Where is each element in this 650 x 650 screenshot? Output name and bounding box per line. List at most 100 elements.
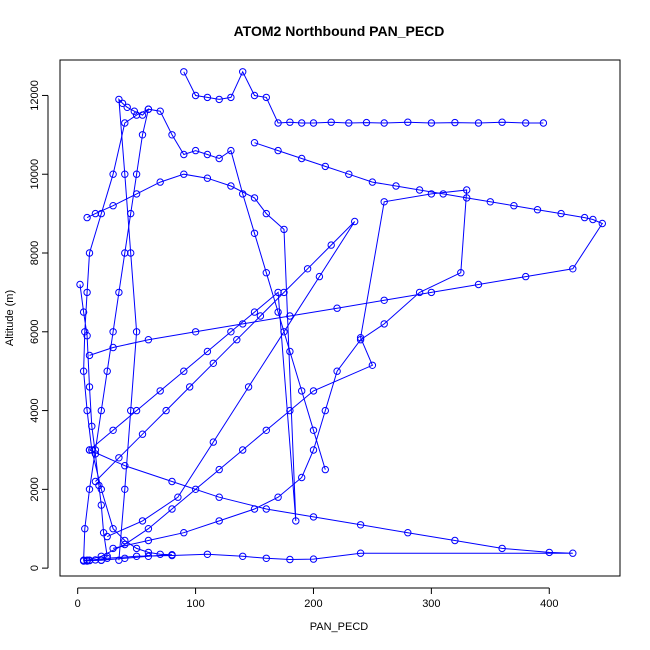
data-point [85,485,94,493]
data-point [345,119,353,127]
data-point [121,536,129,545]
data-point [239,446,247,454]
data-point [439,190,447,198]
data-point [138,111,147,119]
data-point [233,336,241,344]
data-point [121,462,129,470]
data-point [262,209,270,218]
data-point [569,549,577,557]
data-point [362,118,371,127]
data-point [156,107,164,115]
y-tick-label: 12000 [29,80,41,111]
data-point [180,170,188,178]
data-point [262,269,270,277]
data-point [103,554,111,562]
data-point [250,91,259,100]
data-point [286,312,294,320]
data-point [351,217,359,226]
data-point [83,332,91,340]
data-point [109,426,117,434]
data-point [97,485,106,493]
x-tick-label: 0 [75,598,81,610]
data-point [191,485,200,493]
plot-frame [59,59,621,577]
data-point [250,308,259,316]
chart-title: ATOM2 Northbound PAN_PECD [234,23,445,39]
data-point [132,544,141,553]
data-point [97,406,106,415]
data-point [274,308,282,316]
series-line [89,142,604,356]
data-point [368,178,377,186]
data-point [569,265,577,273]
data-point [292,517,300,525]
data-point [309,119,318,127]
data-point [156,178,164,186]
data-point [83,288,91,297]
data-point [203,550,212,558]
series-line [79,108,173,562]
y-tick-label: 6000 [29,320,41,344]
data-point [91,209,100,218]
data-point [463,186,471,194]
y-axis: 0 2000 4000 6000 8000 10000 12000 [29,80,49,571]
data-point [244,383,253,391]
data-point [356,521,365,529]
y-axis-label: Altitude (m) [4,290,16,346]
data-point [262,505,270,513]
data-point [81,328,89,336]
data-point [280,288,288,297]
x-tick-label: 400 [540,598,558,610]
y-tick-label: 10000 [29,159,41,190]
data-point [309,387,318,395]
data-point [474,119,483,127]
data-point [274,493,282,501]
data-point [498,118,506,126]
data-point [79,367,88,375]
data-point [121,119,129,127]
data-point [239,68,247,76]
data-point [227,146,235,155]
data-point [168,131,176,139]
data-point [545,548,553,557]
data-point [162,406,170,415]
data-point [262,93,270,102]
data-point [115,288,123,297]
data-point [286,555,294,564]
data-point [427,119,436,127]
data-point [427,190,436,198]
data-point [286,347,294,356]
data-point [415,186,424,194]
data-point [83,406,91,415]
data-point [309,555,318,563]
series-group [76,68,606,565]
data-point [191,328,200,336]
data-point [286,118,294,126]
series-line [95,221,356,538]
data-point [262,554,270,562]
data-point [215,154,223,163]
data-point [121,249,129,257]
data-point [309,513,318,521]
data-point [298,119,306,127]
data-point [451,536,459,545]
data-point [274,146,282,155]
series-line [86,189,468,561]
data-point [121,485,129,493]
data-point [321,162,329,171]
data-point [345,170,353,178]
data-point [321,406,329,415]
x-tick-label: 300 [422,598,440,610]
y-tick-label: 2000 [29,477,41,501]
data-point [209,438,218,446]
data-point [180,367,188,375]
data-point [286,406,294,415]
data-point [356,334,365,342]
data-point [76,280,84,289]
data-point [427,288,436,297]
data-point [274,119,282,127]
data-point [144,525,153,533]
data-point [215,493,223,501]
series-line [118,97,326,561]
data-point [121,540,129,549]
